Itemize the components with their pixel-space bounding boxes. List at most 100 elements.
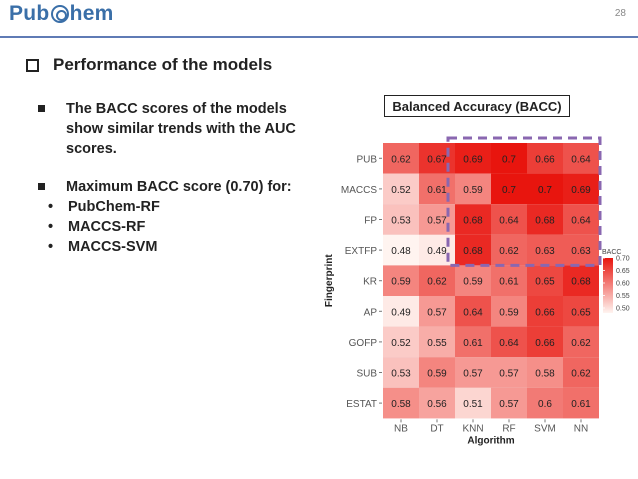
heatmap-cell: [419, 387, 455, 419]
heatmap-cell: [383, 143, 419, 174]
heatmap-cell: [563, 265, 599, 296]
cell-value: 0.66: [535, 154, 555, 165]
heatmap-cell: [491, 265, 527, 296]
heatmap-cell: [491, 143, 527, 174]
heatmap-cell: [383, 357, 419, 388]
cell-value: 0.63: [571, 246, 591, 257]
heatmap-cell: [491, 296, 527, 327]
legend-tick-label: 0.70: [616, 256, 630, 263]
y-axis-title: Fingerprint: [324, 254, 335, 307]
cell-value: 0.69: [463, 154, 483, 165]
y-tick-label: FP: [364, 216, 377, 227]
cell-value: 0.66: [535, 307, 555, 318]
bacc-label-box: Balanced Accuracy (BACC): [384, 95, 570, 117]
cell-value: 0.6: [538, 399, 552, 410]
heatmap-cell: [455, 143, 491, 174]
legend-tick-label: 0.55: [616, 293, 630, 300]
cell-value: 0.61: [427, 185, 447, 196]
heatmap-cell: [383, 234, 419, 266]
x-tick-label: RF: [502, 423, 515, 434]
cell-value: 0.7: [502, 185, 516, 196]
cell-value: 0.58: [391, 399, 411, 410]
heatmap-cell: [527, 173, 563, 205]
x-tick-label: KNN: [462, 423, 483, 434]
y-tick-label: GOFP: [349, 338, 378, 349]
x-tick-label: SVM: [534, 423, 556, 434]
legend-tick-label: 0.60: [616, 281, 630, 288]
cell-value: 0.64: [571, 154, 591, 165]
heatmap-cell: [527, 143, 563, 174]
cell-value: 0.61: [463, 338, 483, 349]
heatmap-cell: [563, 357, 599, 388]
cell-value: 0.68: [535, 216, 555, 227]
heatmap-cell: [419, 326, 455, 358]
cell-value: 0.52: [391, 185, 411, 196]
cell-value: 0.59: [391, 277, 411, 288]
y-tick-label: PUB: [356, 154, 377, 165]
heatmap-cell: [491, 326, 527, 358]
heatmap-cell: [527, 204, 563, 235]
heatmap-cell: [563, 234, 599, 266]
heatmap-cell: [455, 204, 491, 235]
heatmap-cell: [491, 173, 527, 205]
checkbox-icon: [26, 59, 39, 72]
pubchem-logo: Pub hem: [9, 2, 114, 25]
cell-value: 0.63: [535, 246, 555, 257]
heatmap-cell: [527, 296, 563, 327]
cell-value: 0.61: [499, 277, 519, 288]
cell-value: 0.66: [535, 338, 555, 349]
heatmap-cell: [563, 173, 599, 205]
sub-bullet-item: MACCS-SVM: [38, 237, 318, 257]
heatmap-cell: [527, 265, 563, 296]
cell-value: 0.49: [427, 246, 447, 257]
cell-value: 0.58: [535, 369, 555, 380]
cell-value: 0.68: [463, 216, 483, 227]
cell-value: 0.56: [427, 399, 447, 410]
cell-value: 0.59: [463, 277, 483, 288]
sub-bullet-item: PubChem-RF: [38, 197, 318, 217]
y-tick-label: KR: [363, 277, 377, 288]
x-axis-title: Algorithm: [467, 435, 514, 446]
highlight-box: [446, 136, 602, 267]
heatmap-cell: [455, 357, 491, 388]
heatmap-cell: [383, 204, 419, 235]
cell-value: 0.57: [499, 399, 519, 410]
cell-value: 0.65: [571, 307, 591, 318]
legend-colorbar: [603, 258, 613, 313]
legend-tick-label: 0.65: [616, 268, 630, 275]
cell-value: 0.51: [463, 399, 483, 410]
cell-value: 0.68: [463, 246, 483, 257]
heatmap-cell: [383, 173, 419, 205]
heatmap-cell: [455, 173, 491, 205]
x-tick-label: DT: [430, 423, 443, 434]
cell-value: 0.62: [499, 246, 519, 257]
cell-value: 0.52: [391, 338, 411, 349]
heatmap-cell: [563, 143, 599, 174]
heatmap-cell: [527, 326, 563, 358]
legend-title: BACC: [602, 249, 621, 256]
heatmap-cell: [563, 387, 599, 419]
cell-value: 0.62: [571, 369, 591, 380]
cell-value: 0.64: [499, 216, 519, 227]
legend-tick-label: 0.50: [616, 306, 630, 313]
cell-value: 0.64: [463, 307, 483, 318]
heatmap-cell: [491, 357, 527, 388]
heatmap-cell: [419, 296, 455, 327]
cell-value: 0.62: [427, 277, 447, 288]
heatmap-cell: [455, 265, 491, 296]
cell-value: 0.59: [499, 307, 519, 318]
y-tick-label: SUB: [356, 369, 377, 380]
heatmap-cell: [455, 296, 491, 327]
cell-value: 0.62: [571, 338, 591, 349]
cell-value: 0.49: [391, 307, 411, 318]
heatmap-cell: [419, 357, 455, 388]
y-tick-label: ESTAT: [346, 399, 377, 410]
heatmap-cell: [491, 234, 527, 266]
heatmap-cell: [383, 265, 419, 296]
cell-value: 0.53: [391, 369, 411, 380]
pubchem-c-icon: [50, 5, 69, 23]
x-tick-label: NN: [574, 423, 588, 434]
heatmap-cell: [455, 387, 491, 419]
cell-value: 0.57: [463, 369, 483, 380]
